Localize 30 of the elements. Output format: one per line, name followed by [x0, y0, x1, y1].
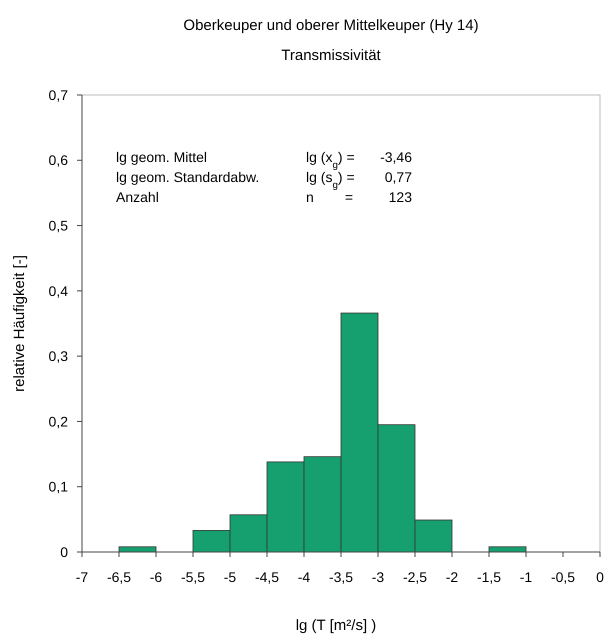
y-tick-label: 0,4: [48, 282, 68, 299]
y-tick-label: 0,7: [48, 86, 68, 103]
y-tick-label: 0,5: [48, 217, 68, 234]
x-tick-label: -5,5: [180, 569, 206, 585]
x-tick-label: -5: [224, 569, 236, 585]
x-axis-title: lg (T [m²/s] ): [296, 617, 376, 634]
y-tick-label: 0,1: [48, 478, 68, 495]
x-tick-label: -4: [298, 569, 310, 585]
y-tick-label: 0,2: [48, 413, 68, 430]
text: lg geom. Mittel lg (x$_{g}$) = -3,46: [116, 149, 412, 170]
chart-title: Oberkeuper und oberer Mittelkeuper (Hy 14): [183, 17, 479, 34]
text: lg geom. Standardabw. lg (s$_{g}$) = 0,77: [116, 169, 412, 190]
x-tick-label: -3: [372, 569, 384, 585]
y-tick-label: 0,3: [48, 348, 68, 364]
y-tick-label: 0: [60, 544, 68, 560]
x-tick-label: -6: [150, 569, 162, 585]
x-tick-label: -1: [520, 569, 532, 585]
x-tick-label: -0,5: [550, 569, 576, 585]
x-tick-label: -1,5: [476, 569, 502, 585]
x-tick-label: -4,5: [254, 569, 280, 585]
x-tick-label: -6,5: [106, 569, 132, 585]
y-axis-title: relative Häufigkeit [-]: [11, 255, 28, 392]
chart-subtitle: Transmissivität: [281, 47, 382, 64]
x-tick-label: -7: [76, 569, 88, 585]
x-tick-label: -2: [446, 569, 458, 585]
x-tick-label: 0: [596, 569, 604, 585]
x-tick-label: -3,5: [328, 569, 354, 585]
text: Anzahl n = 123: [116, 189, 412, 205]
x-tick-label: -2,5: [402, 569, 428, 585]
y-tick-label: 0,6: [48, 152, 68, 168]
